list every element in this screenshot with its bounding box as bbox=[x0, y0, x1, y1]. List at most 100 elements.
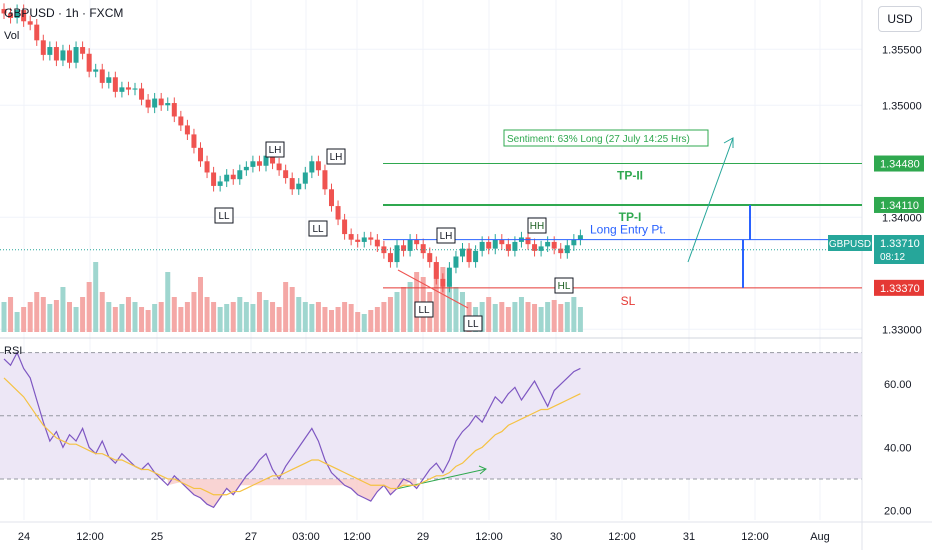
rsi-line bbox=[3, 351, 581, 509]
price-tag-text: 1.34480 bbox=[880, 159, 920, 171]
volume-bar bbox=[27, 302, 33, 332]
rsi-label[interactable]: RSI bbox=[4, 345, 23, 357]
swing-label-text: LL bbox=[467, 319, 479, 330]
candle-body bbox=[564, 245, 570, 254]
candle-body bbox=[119, 87, 125, 92]
rsi-tick-label: 60.00 bbox=[884, 379, 912, 391]
volume-bar bbox=[518, 297, 524, 332]
candle-body bbox=[322, 170, 328, 190]
candle-body bbox=[453, 256, 459, 268]
candle-body bbox=[132, 88, 138, 90]
volume-bar bbox=[289, 287, 295, 332]
volume-bar bbox=[276, 307, 282, 332]
projection-arrowhead bbox=[723, 137, 734, 148]
candle-body bbox=[198, 147, 203, 162]
candle-body bbox=[420, 244, 426, 254]
price-tick-label: 1.35500 bbox=[882, 44, 922, 56]
time-tick-label: 27 bbox=[245, 531, 257, 543]
candle-body bbox=[427, 253, 433, 263]
candle-body bbox=[460, 248, 465, 257]
candle-body bbox=[315, 161, 321, 171]
candle-body bbox=[145, 99, 151, 108]
swing-label-box bbox=[436, 227, 456, 244]
horizontal-grid bbox=[0, 48, 862, 330]
volume-bar bbox=[93, 262, 99, 332]
candle-body bbox=[178, 116, 184, 126]
volume-bar bbox=[492, 304, 498, 332]
swing-label-box bbox=[527, 217, 547, 234]
time-tick-label: 12:00 bbox=[76, 531, 104, 543]
current-price-tag: GBPUSD 1.33710 08:12 bbox=[828, 235, 924, 264]
volume-bar bbox=[145, 310, 151, 332]
time-tick-label: 29 bbox=[417, 531, 429, 543]
candle-body bbox=[433, 262, 439, 279]
volume-bar bbox=[165, 272, 171, 332]
candle-body bbox=[8, 13, 14, 18]
candle-body bbox=[60, 50, 66, 61]
volume-bar bbox=[119, 304, 125, 332]
candle-body bbox=[342, 219, 348, 235]
volume-bar bbox=[125, 297, 131, 332]
volume-bar bbox=[263, 300, 269, 332]
time-tick-label: 12:00 bbox=[608, 531, 636, 543]
candle-body bbox=[139, 88, 145, 100]
volume-bar bbox=[283, 282, 289, 332]
candle-body bbox=[466, 248, 472, 263]
volume-bar bbox=[433, 262, 439, 332]
volume-bar bbox=[558, 304, 564, 332]
volume-bar bbox=[394, 292, 400, 332]
level-label: SL bbox=[621, 294, 636, 308]
swing-label-box bbox=[414, 301, 434, 318]
volume-label[interactable]: Vol bbox=[4, 30, 20, 42]
candle-body bbox=[387, 253, 393, 263]
candle-body bbox=[479, 241, 485, 251]
volume-bar bbox=[237, 297, 243, 332]
current-countdown: 08:12 bbox=[880, 252, 905, 263]
volume-bar bbox=[34, 292, 40, 332]
volume-bar bbox=[112, 307, 118, 332]
volume-bar bbox=[191, 292, 197, 332]
candle-body bbox=[67, 50, 72, 63]
candle-body bbox=[184, 125, 190, 135]
level-label: TP-I bbox=[619, 210, 642, 224]
volume-bar bbox=[564, 302, 570, 332]
volume-bar bbox=[73, 307, 79, 332]
candle-body bbox=[512, 241, 518, 251]
swing-label-box bbox=[214, 207, 234, 224]
swing-label-text: LH bbox=[330, 152, 343, 163]
candle-body bbox=[53, 47, 59, 61]
swing-label-text: LL bbox=[218, 211, 230, 222]
symbol-header[interactable]: GBPUSD · 1h · FXCM bbox=[4, 6, 124, 20]
volume-bar bbox=[256, 292, 262, 332]
volume-bar bbox=[361, 314, 367, 332]
currency-button[interactable]: USD bbox=[878, 6, 922, 32]
candle-body bbox=[558, 248, 564, 254]
volume-bar bbox=[243, 302, 249, 332]
candle-body bbox=[34, 24, 40, 41]
volume-bar bbox=[224, 304, 230, 332]
candle-body bbox=[571, 239, 577, 246]
candle-body bbox=[106, 77, 112, 83]
candle-body bbox=[440, 278, 446, 287]
candle-body bbox=[211, 172, 217, 186]
volume-bar bbox=[106, 302, 112, 332]
candle-body bbox=[355, 239, 361, 242]
volume-bar bbox=[309, 304, 315, 332]
candle-body bbox=[224, 174, 230, 182]
swing-label-box bbox=[265, 141, 285, 158]
candle-body bbox=[152, 98, 158, 108]
candle-body bbox=[204, 161, 210, 173]
candle-body bbox=[407, 239, 413, 251]
volume-bar bbox=[525, 302, 531, 332]
price-tag-bg bbox=[874, 196, 924, 213]
candle-body bbox=[368, 237, 374, 240]
candle-body bbox=[335, 206, 341, 220]
candle-body bbox=[473, 250, 479, 263]
volume-bar bbox=[178, 307, 184, 332]
volume-bar bbox=[322, 307, 328, 332]
swing-label-box bbox=[326, 148, 346, 165]
swing-label-text: LH bbox=[269, 145, 282, 156]
volume-bar bbox=[204, 297, 210, 332]
candle-body bbox=[309, 161, 315, 173]
